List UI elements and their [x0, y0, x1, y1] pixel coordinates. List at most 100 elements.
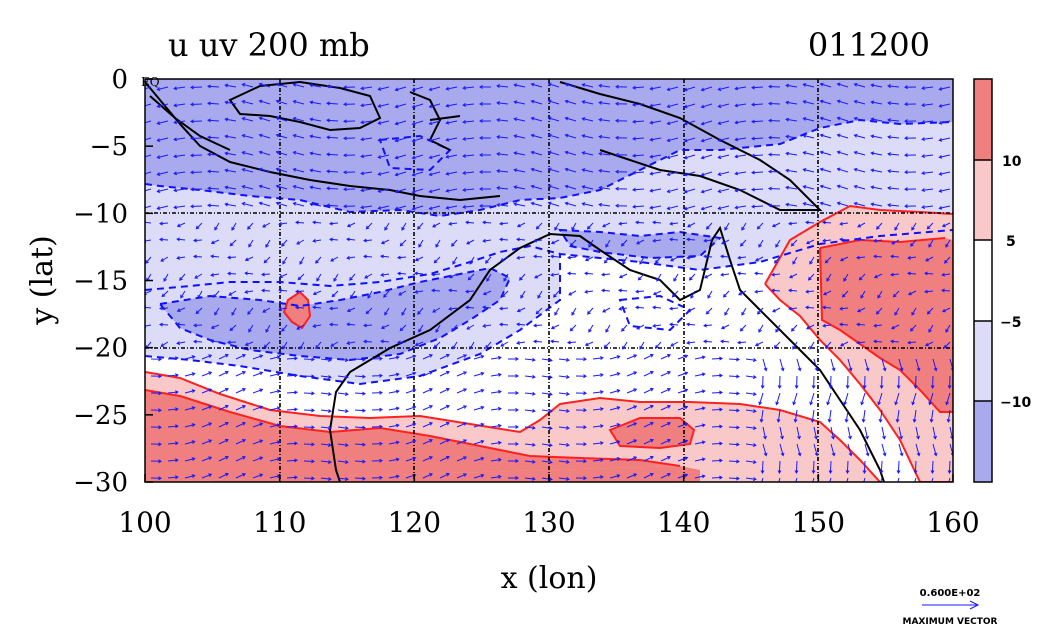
- wind-vector: [857, 307, 866, 313]
- wind-vector: [371, 441, 383, 446]
- wind-vector: [275, 99, 288, 105]
- wind-vector: [262, 307, 271, 313]
- wind-vector: [479, 84, 491, 89]
- wind-vector: [550, 272, 560, 277]
- wind-vector: [856, 322, 866, 327]
- wind-vector: [184, 372, 196, 377]
- wind-vector: [299, 256, 305, 265]
- wind-vector: [904, 85, 917, 90]
- wind-vector: [337, 358, 349, 363]
- wind-vector: [666, 103, 679, 109]
- wind-vector: [921, 154, 934, 159]
- wind-vector: [360, 137, 373, 142]
- wind-vector: [524, 408, 536, 413]
- wind-vector: [428, 171, 441, 177]
- wind-vector: [947, 460, 952, 474]
- wind-vector: [700, 120, 713, 126]
- wind-vector: [176, 307, 186, 312]
- wind-vector: [456, 371, 468, 377]
- wind-vector: [190, 204, 203, 209]
- wind-vector: [479, 118, 491, 123]
- wind-vector: [853, 99, 866, 105]
- wind-vector: [371, 407, 383, 412]
- wind-vector: [813, 358, 819, 372]
- wind-vector: [745, 443, 757, 448]
- wind-vector: [863, 477, 866, 482]
- wind-vector: [643, 370, 654, 377]
- wind-vector: [609, 389, 621, 394]
- wind-vector: [564, 201, 577, 207]
- wind-vector: [795, 477, 798, 482]
- wind-vector: [853, 150, 866, 156]
- wind-vector: [547, 184, 560, 190]
- wind-vector: [326, 84, 339, 89]
- wind-vector: [775, 324, 781, 333]
- wind-vector: [921, 188, 934, 193]
- wind-vector: [244, 290, 254, 294]
- wind-vector: [864, 426, 869, 440]
- wind-vector: [772, 307, 781, 313]
- wind-vector: [768, 101, 781, 106]
- wind-vector: [707, 290, 713, 299]
- wind-vector: [184, 355, 196, 360]
- wind-vector: [435, 239, 441, 248]
- wind-vector: [788, 221, 798, 226]
- wind-vector: [269, 440, 281, 445]
- wind-vector: [694, 440, 706, 445]
- wind-vector: [524, 374, 536, 379]
- wind-vector: [190, 136, 203, 141]
- wind-vector: [496, 169, 509, 173]
- wind-vector: [891, 324, 900, 330]
- wind-vector: [439, 438, 450, 445]
- wind-vector: [394, 103, 407, 109]
- wind-vector: [439, 370, 450, 377]
- wind-vector: [388, 406, 400, 411]
- plot-title: u uv 200 mb: [168, 26, 370, 64]
- wind-vector: [278, 307, 288, 311]
- wind-vector: [275, 133, 288, 139]
- wind-vector: [598, 117, 611, 122]
- wind-vector: [887, 152, 900, 157]
- wind-vector: [394, 137, 407, 143]
- wind-vector: [433, 341, 441, 349]
- wind-vector: [632, 204, 645, 209]
- wind-vector: [286, 458, 298, 463]
- wind-vector: [609, 355, 621, 360]
- wind-vector: [643, 353, 654, 360]
- wind-vector: [218, 370, 229, 377]
- wind-vector: [913, 460, 918, 474]
- wind-vector: [360, 188, 373, 193]
- wind-vector: [669, 322, 679, 327]
- wind-vector: [931, 477, 934, 482]
- wind-vector: [213, 290, 220, 298]
- wind-vector: [309, 83, 322, 88]
- wind-vector: [938, 205, 951, 210]
- wind-vector: [490, 423, 502, 428]
- wind-vector: [363, 339, 373, 344]
- wind-vector: [533, 238, 543, 243]
- wind-vector: [524, 476, 536, 481]
- wind-vector: [737, 255, 747, 260]
- wind-vector: [728, 425, 740, 430]
- wind-vector: [530, 150, 543, 156]
- wind-vector: [466, 239, 475, 245]
- wind-vector: [670, 256, 679, 262]
- wind-vector: [258, 184, 271, 190]
- wind-vector: [466, 324, 475, 330]
- wind-vector: [333, 273, 339, 282]
- wind-vector: [581, 100, 594, 105]
- wind-vector: [581, 168, 594, 173]
- wind-vector: [422, 371, 433, 377]
- wind-vector: [703, 254, 713, 259]
- wind-vector: [575, 357, 587, 362]
- wind-vector: [632, 119, 645, 124]
- wind-vector: [258, 150, 271, 156]
- wind-vector: [292, 184, 305, 190]
- wind-vector: [265, 239, 271, 248]
- wind-vector: [241, 133, 254, 139]
- wind-vector: [700, 171, 713, 177]
- wind-vector: [768, 203, 781, 208]
- wind-vector: [258, 201, 271, 207]
- wind-vector: [159, 221, 169, 226]
- wind-vector: [479, 101, 491, 106]
